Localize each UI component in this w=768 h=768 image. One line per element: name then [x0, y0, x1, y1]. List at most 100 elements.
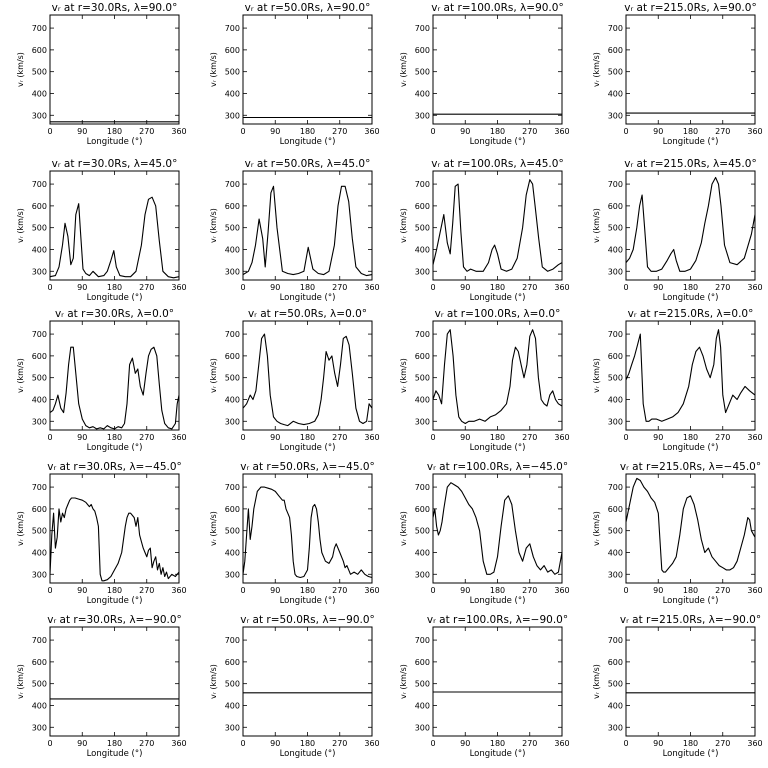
y-tick-label: 500 [225, 374, 240, 383]
y-tick-label: 700 [32, 24, 47, 33]
y-tick-label: 700 [225, 330, 240, 339]
x-tick-label: 90 [653, 586, 663, 595]
y-tick-label: 500 [32, 374, 47, 383]
y-tick-label: 300 [608, 570, 623, 579]
x-tick-label: 90 [77, 127, 87, 136]
x-axis-label: Longitude (°) [87, 137, 143, 147]
x-tick-label: 270 [139, 283, 154, 292]
x-tick-label: 180 [300, 127, 315, 136]
y-tick-label: 300 [32, 111, 47, 120]
y-tick-label: 400 [225, 245, 240, 254]
x-axis-label: Longitude (°) [663, 137, 719, 147]
panel-title: vᵣ at r=100.0Rs, λ=90.0° [431, 2, 563, 14]
x-axis-label: Longitude (°) [87, 596, 143, 606]
x-tick-label: 0 [430, 127, 435, 136]
x-tick-label: 360 [554, 433, 569, 442]
y-tick-label: 300 [608, 417, 623, 426]
x-tick-label: 270 [139, 586, 154, 595]
plot-frame [432, 14, 563, 125]
x-tick-label: 180 [107, 127, 122, 136]
x-tick-label: 270 [332, 127, 347, 136]
y-tick-label: 600 [608, 352, 623, 361]
x-tick-label: 360 [747, 127, 762, 136]
x-tick-label: 360 [171, 739, 186, 748]
y-axis-label: vᵣ (km/s) [209, 358, 218, 393]
x-tick-label: 180 [107, 283, 122, 292]
x-tick-label: 0 [240, 739, 245, 748]
y-tick-label: 600 [608, 46, 623, 55]
y-tick-label: 700 [608, 636, 623, 645]
plot-frame [49, 320, 180, 431]
y-axis-label: vᵣ (km/s) [399, 358, 408, 393]
y-axis-label: vᵣ (km/s) [399, 208, 408, 243]
x-tick-label: 360 [171, 127, 186, 136]
x-axis-label: Longitude (°) [280, 443, 336, 453]
x-tick-label: 360 [747, 433, 762, 442]
panel-title: vᵣ at r=30.0Rs, λ=45.0° [52, 158, 178, 170]
y-tick-label: 700 [225, 24, 240, 33]
y-tick-label: 500 [225, 680, 240, 689]
y-tick-label: 600 [415, 202, 430, 211]
y-tick-label: 500 [32, 680, 47, 689]
x-tick-label: 180 [490, 283, 505, 292]
x-tick-label: 270 [139, 739, 154, 748]
y-tick-label: 600 [608, 658, 623, 667]
x-tick-label: 270 [332, 283, 347, 292]
x-tick-label: 90 [653, 127, 663, 136]
y-tick-label: 300 [32, 417, 47, 426]
plot-frame [242, 170, 373, 281]
x-axis-label: Longitude (°) [470, 137, 526, 147]
y-tick-label: 400 [608, 89, 623, 98]
vr-series-line [49, 196, 180, 279]
y-tick-label: 300 [608, 267, 623, 276]
x-tick-label: 90 [270, 433, 280, 442]
x-tick-label: 0 [623, 739, 628, 748]
x-tick-label: 270 [715, 586, 730, 595]
plot-frame [625, 170, 756, 281]
y-tick-label: 600 [415, 352, 430, 361]
panel-13: vᵣ at r=30.0Rs, λ=−45.0° 0 90 180 270 360 300 4… [16, 461, 187, 606]
x-tick-label: 90 [77, 586, 87, 595]
x-tick-label: 180 [107, 739, 122, 748]
y-axis-label: vᵣ (km/s) [399, 511, 408, 546]
panel-8: vᵣ at r=215.0Rs, λ=45.0° 0 90 180 270 360 300 4… [592, 158, 763, 303]
y-axis-label: vᵣ (km/s) [16, 511, 25, 546]
y-tick-label: 600 [415, 46, 430, 55]
y-tick-label: 700 [415, 24, 430, 33]
y-tick-label: 400 [415, 701, 430, 710]
y-axis-label: vᵣ (km/s) [592, 664, 601, 699]
x-tick-label: 270 [522, 739, 537, 748]
y-tick-label: 600 [32, 352, 47, 361]
panel-title: vᵣ at r=30.0Rs, λ=−45.0° [47, 461, 182, 473]
panel-title: vᵣ at r=50.0Rs, λ=−90.0° [240, 614, 375, 626]
panel-11: vᵣ at r=100.0Rs, λ=0.0° 0 90 180 270 360 300 40… [399, 308, 570, 453]
y-tick-label: 700 [608, 483, 623, 492]
x-tick-label: 360 [171, 586, 186, 595]
x-tick-label: 0 [47, 586, 52, 595]
y-tick-label: 600 [225, 352, 240, 361]
x-tick-label: 360 [364, 433, 379, 442]
x-tick-label: 90 [460, 127, 470, 136]
y-tick-label: 600 [32, 505, 47, 514]
y-tick-label: 300 [225, 267, 240, 276]
x-tick-label: 0 [623, 283, 628, 292]
x-axis-label: Longitude (°) [87, 443, 143, 453]
x-tick-label: 180 [490, 586, 505, 595]
panel-title: vᵣ at r=215.0Rs, λ=45.0° [624, 158, 756, 170]
vr-series-line [242, 185, 373, 277]
y-tick-label: 400 [225, 395, 240, 404]
x-tick-label: 360 [747, 283, 762, 292]
x-axis-label: Longitude (°) [663, 443, 719, 453]
y-tick-label: 400 [608, 245, 623, 254]
x-axis-label: Longitude (°) [87, 293, 143, 303]
vr-series-line [49, 497, 180, 582]
y-tick-label: 400 [608, 701, 623, 710]
y-tick-label: 600 [225, 505, 240, 514]
x-tick-label: 0 [430, 586, 435, 595]
y-axis-label: vᵣ (km/s) [209, 664, 218, 699]
y-tick-label: 300 [415, 111, 430, 120]
panel-19: vᵣ at r=100.0Rs, λ=−90.0° 0 90 180 270 360 300… [399, 614, 570, 759]
y-tick-label: 400 [32, 89, 47, 98]
y-tick-label: 400 [415, 245, 430, 254]
x-tick-label: 180 [683, 283, 698, 292]
